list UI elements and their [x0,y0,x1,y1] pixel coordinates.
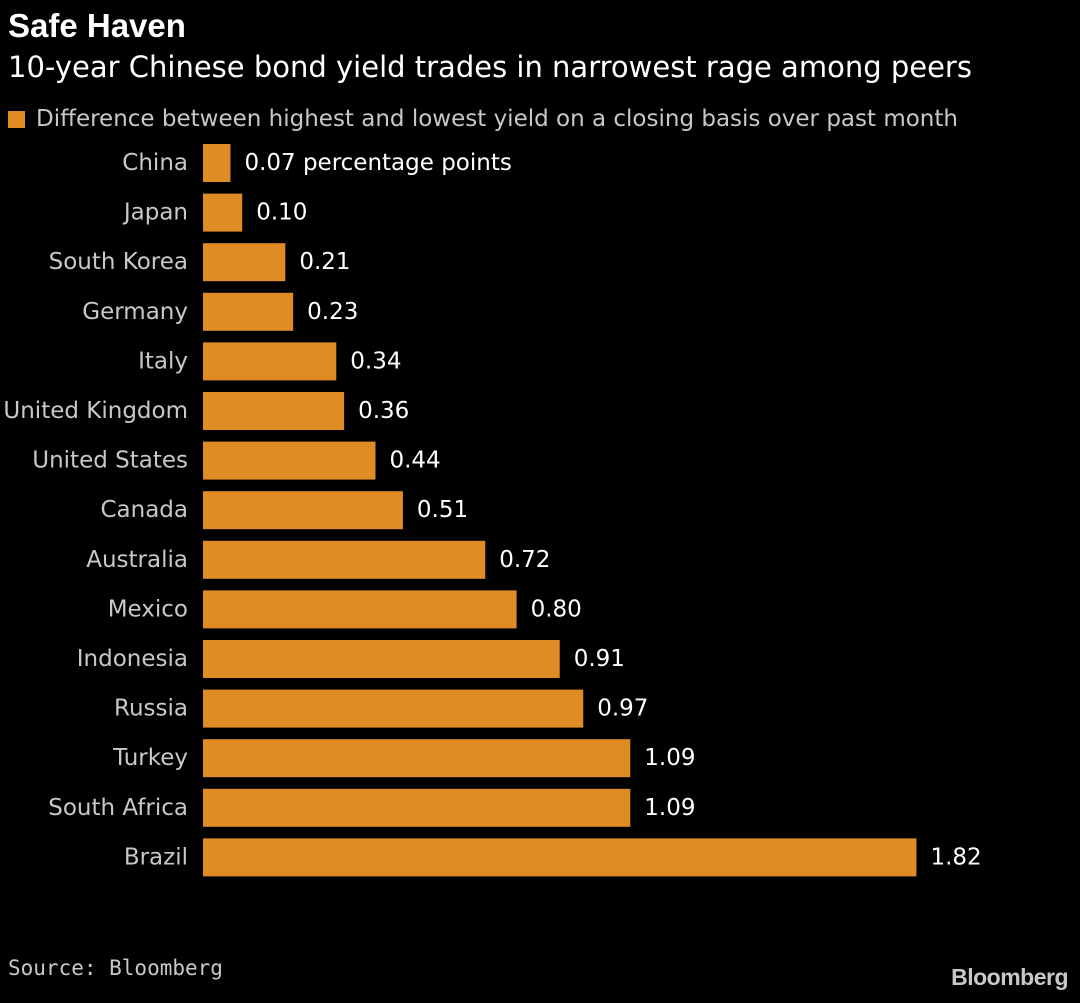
value-label-japan: 0.10 [256,200,307,226]
bar-united-states [203,441,376,480]
category-label-mexico: Mexico [108,596,188,622]
bar-china [203,144,231,182]
value-label-italy: 0.34 [350,348,401,374]
value-label-germany: 0.23 [307,299,358,325]
value-label-canada: 0.51 [417,497,468,523]
value-label-indonesia: 0.91 [574,646,625,672]
value-label-brazil: 1.82 [930,844,981,870]
category-label-russia: Russia [114,696,188,722]
value-label-russia: 0.97 [597,696,648,722]
bar-south-africa [203,788,631,827]
value-label-south-africa: 1.09 [644,795,695,821]
value-label-mexico: 0.80 [531,596,582,622]
bar-russia [203,689,584,728]
bar-mexico [203,590,517,629]
category-label-china: China [122,150,188,176]
bar-south-korea [203,243,286,282]
chart-subtitle: 10-year Chinese bond yield trades in nar… [8,50,972,84]
category-label-indonesia: Indonesia [77,646,188,672]
bar-italy [203,342,337,381]
value-label-united-states: 0.44 [389,448,440,474]
category-label-turkey: Turkey [112,745,188,771]
bar-canada [203,491,403,530]
category-label-italy: Italy [138,348,188,374]
bar-germany [203,292,294,331]
bar-japan [203,193,243,232]
category-label-south-africa: South Africa [48,795,188,821]
category-label-canada: Canada [100,497,188,523]
category-label-japan: Japan [122,200,188,226]
bar-indonesia [203,640,560,678]
value-label-south-korea: 0.21 [299,249,350,275]
bar-australia [203,540,486,579]
legend-label: Difference between highest and lowest yi… [36,106,958,132]
category-label-germany: Germany [82,299,188,325]
legend: Difference between highest and lowest yi… [8,103,958,135]
legend-swatch [8,110,25,128]
category-label-brazil: Brazil [124,844,188,870]
bar-united-kingdom [203,392,345,430]
category-label-united-states: United States [32,448,188,474]
bar-brazil [203,838,917,877]
category-label-united-kingdom: United Kingdom [3,398,188,424]
category-label-south-korea: South Korea [49,249,188,275]
bloomberg-logo: Bloomberg [951,964,1068,990]
value-label-china: 0.07 percentage points [244,150,511,176]
value-label-united-kingdom: 0.36 [358,398,409,424]
category-label-australia: Australia [86,547,188,573]
value-label-australia: 0.72 [499,547,550,573]
bar-turkey [203,739,631,778]
value-label-turkey: 1.09 [644,745,695,771]
chart-title: Safe Haven [8,7,186,44]
source-note: Source: Bloomberg [8,956,223,980]
